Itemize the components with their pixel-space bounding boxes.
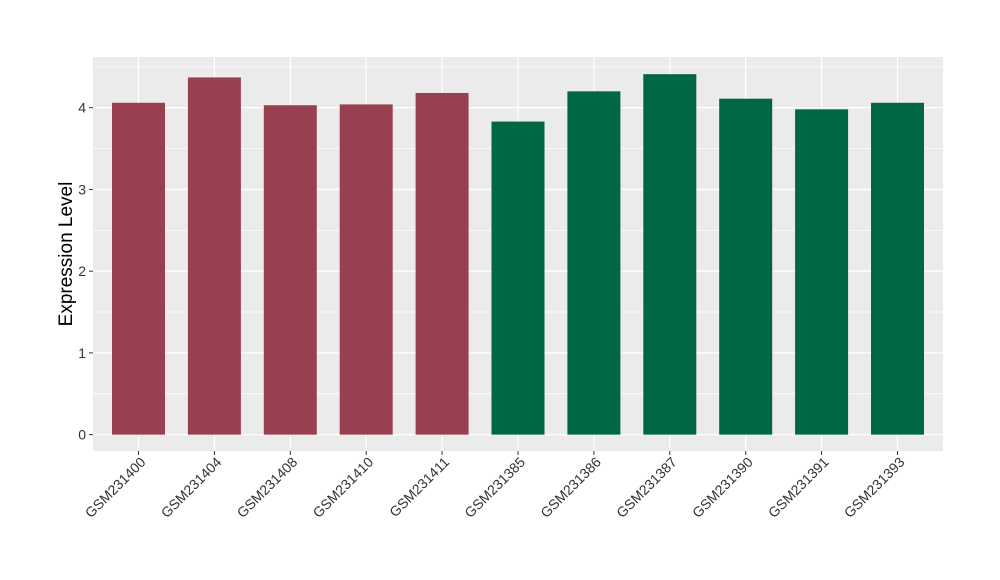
bar-GSM231386 [567,91,621,435]
y-tick-label: 4 [78,100,86,116]
x-tick-label: GSM231385 [461,454,528,521]
x-tick-label: GSM231408 [234,454,301,521]
bar-GSM231404 [187,77,241,435]
y-tick-label: 2 [78,263,86,279]
x-tick-label: GSM231387 [613,454,680,521]
x-tick-label: GSM231400 [82,454,149,521]
x-tick-label: GSM231404 [158,454,225,521]
bar-GSM231387 [643,74,697,435]
bar-GSM231408 [263,105,317,435]
x-tick-label: GSM231411 [386,454,452,520]
bars [112,74,924,435]
y-axis: 0 1 2 3 4 [78,100,93,443]
x-tick-label: GSM231410 [309,454,376,521]
bar-GSM231390 [719,98,773,435]
bar-GSM231400 [112,102,165,435]
y-tick-label: 1 [78,345,86,361]
y-tick-label: 3 [78,181,86,197]
x-tick-label: GSM231393 [841,454,908,521]
bar-GSM231393 [871,102,924,435]
bar-GSM231411 [415,92,469,435]
y-tick-label: 0 [78,427,86,443]
bar-GSM231385 [491,121,545,435]
bar-GSM231391 [795,109,849,435]
x-tick-label: GSM231391 [765,454,832,521]
bar-GSM231410 [339,104,393,435]
x-tick-label: GSM231386 [537,454,604,521]
x-axis: GSM231400 GSM231404 GSM231408 GSM231410 GSM2… [82,451,908,521]
x-tick-label: GSM231390 [689,454,756,521]
y-axis-title: Expression Level [56,182,77,327]
